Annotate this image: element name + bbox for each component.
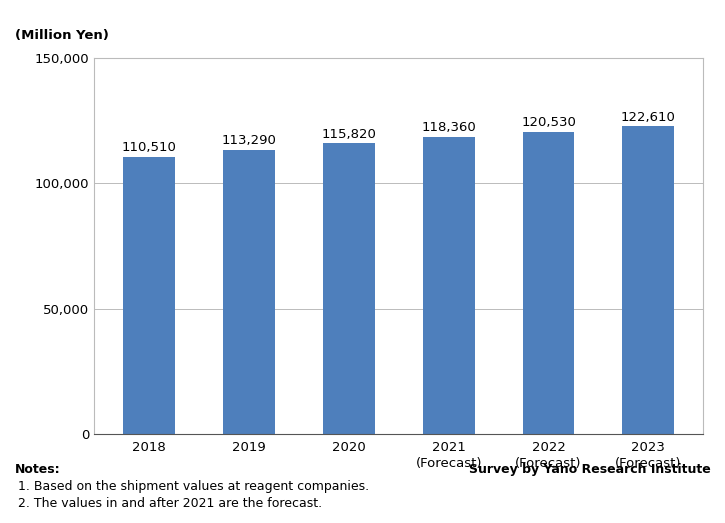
Text: 110,510: 110,510	[122, 141, 177, 154]
Bar	[223, 150, 275, 434]
Bar	[523, 131, 574, 434]
Text: 120,530: 120,530	[521, 116, 576, 129]
Text: 115,820: 115,820	[321, 128, 376, 141]
Text: 1. Based on the shipment values at reagent companies.: 1. Based on the shipment values at reage…	[14, 480, 370, 493]
Text: (Million Yen): (Million Yen)	[15, 29, 109, 42]
Text: Notes:: Notes:	[14, 463, 60, 476]
Text: Survey by Yano Research Institute: Survey by Yano Research Institute	[469, 463, 710, 476]
Bar	[423, 137, 475, 434]
Text: 113,290: 113,290	[222, 134, 276, 147]
Text: 2. The values in and after 2021 are the forecast.: 2. The values in and after 2021 are the …	[14, 497, 323, 510]
Bar	[622, 126, 674, 434]
Bar	[323, 143, 375, 434]
Bar	[123, 157, 175, 434]
Text: 118,360: 118,360	[421, 121, 476, 134]
Text: 122,610: 122,610	[621, 111, 676, 124]
